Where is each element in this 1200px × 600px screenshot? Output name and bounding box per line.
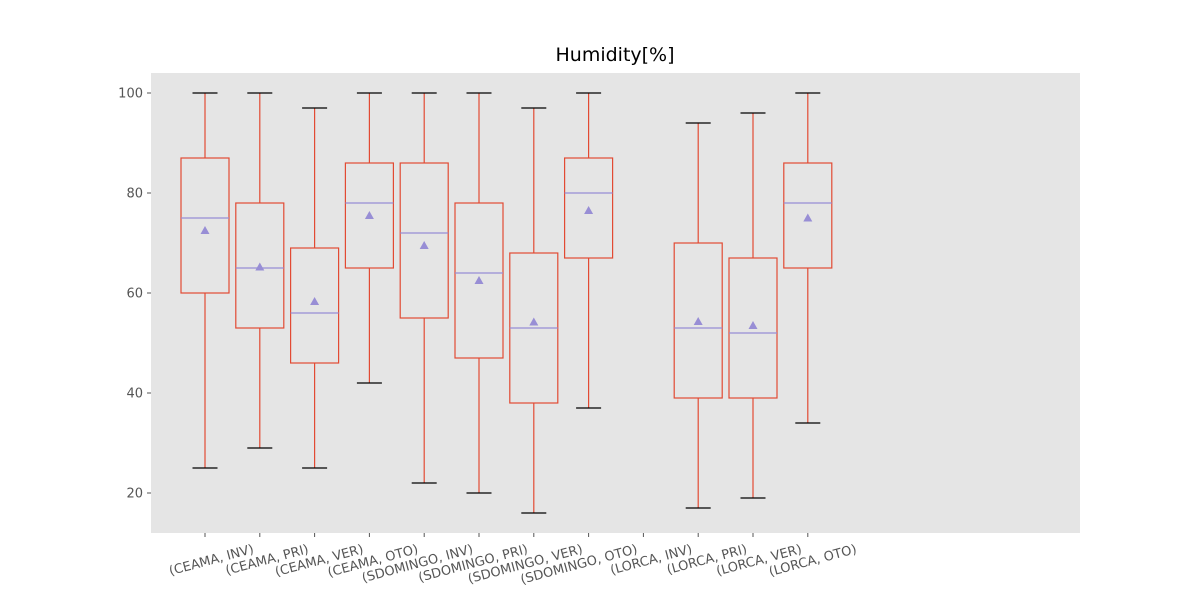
y-tick-label: 20 — [126, 487, 143, 502]
y-tick-label: 40 — [126, 387, 143, 402]
box-group — [783, 92, 833, 424]
plot-area — [151, 73, 1080, 533]
boxes — [180, 92, 833, 514]
mean-marker — [419, 241, 429, 249]
box — [344, 162, 394, 269]
mean-marker — [748, 321, 758, 329]
box — [235, 202, 285, 329]
box-group — [399, 92, 449, 484]
box — [454, 202, 504, 359]
box — [399, 162, 449, 319]
mean-marker — [803, 213, 813, 222]
mean-marker — [364, 211, 374, 219]
box — [563, 157, 614, 259]
box-group — [344, 92, 394, 384]
chart-title: Humidity[%] — [555, 44, 675, 66]
box — [728, 257, 778, 399]
mean-marker — [474, 276, 484, 284]
box — [290, 247, 340, 364]
x-axis: (CEAMA, INV)(CEAMA, PRI)(CEAMA, VER)(CEA… — [168, 533, 858, 588]
mean-marker — [200, 226, 210, 234]
box-group — [290, 107, 340, 469]
mean-marker — [584, 206, 594, 214]
y-tick-label: 100 — [118, 87, 143, 102]
box — [180, 157, 230, 294]
box-group — [563, 92, 614, 409]
box — [783, 162, 833, 269]
y-tick-label: 60 — [126, 287, 143, 302]
box — [673, 242, 723, 399]
mean-marker — [310, 297, 320, 305]
box-group — [728, 112, 778, 499]
box-group — [235, 92, 285, 449]
y-axis: 20 40 60 80 100 — [118, 87, 151, 502]
box-group — [180, 92, 230, 469]
mean-marker — [255, 262, 265, 271]
box-group — [454, 92, 504, 494]
y-tick-label: 80 — [126, 187, 143, 202]
box-group — [673, 122, 723, 509]
mean-marker — [693, 317, 703, 325]
mean-marker — [529, 317, 539, 326]
box-group — [509, 107, 559, 514]
